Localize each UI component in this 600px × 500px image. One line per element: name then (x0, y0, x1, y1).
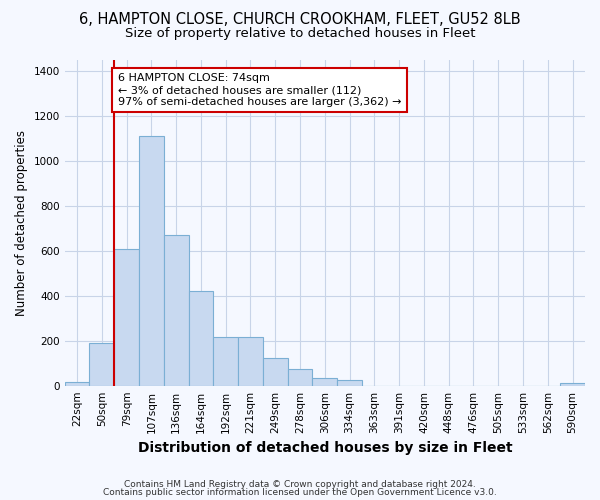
Bar (337, 380, 362, 386)
Bar (65, 382, 89, 386)
Text: Size of property relative to detached houses in Fleet: Size of property relative to detached ho… (125, 28, 475, 40)
Text: 6, HAMPTON CLOSE, CHURCH CROOKHAM, FLEET, GU52 8LB: 6, HAMPTON CLOSE, CHURCH CROOKHAM, FLEET… (79, 12, 521, 28)
Bar (114, 248, 139, 386)
Text: 6 HAMPTON CLOSE: 74sqm
← 3% of detached houses are smaller (112)
97% of semi-det: 6 HAMPTON CLOSE: 74sqm ← 3% of detached … (118, 74, 401, 106)
Bar (560, 384, 585, 386)
Text: Contains public sector information licensed under the Open Government Licence v3: Contains public sector information licen… (103, 488, 497, 497)
Bar (214, 338, 238, 386)
Bar (164, 235, 188, 386)
Bar (263, 358, 287, 386)
Y-axis label: Number of detached properties: Number of detached properties (15, 130, 28, 316)
Bar (89, 343, 114, 386)
Bar (313, 378, 337, 386)
X-axis label: Distribution of detached houses by size in Fleet: Distribution of detached houses by size … (137, 441, 512, 455)
Bar (188, 292, 214, 386)
Bar (139, 136, 164, 386)
Text: Contains HM Land Registry data © Crown copyright and database right 2024.: Contains HM Land Registry data © Crown c… (124, 480, 476, 489)
Bar (238, 338, 263, 386)
Bar (287, 369, 313, 386)
